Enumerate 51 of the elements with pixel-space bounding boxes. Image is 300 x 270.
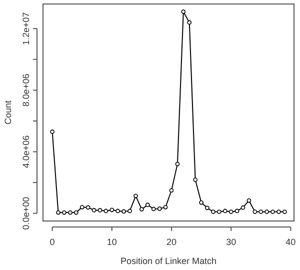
- point: [282, 210, 287, 214]
- point: [80, 204, 84, 210]
- point: [157, 206, 162, 211]
- point: [145, 202, 150, 208]
- point: [187, 20, 192, 25]
- point: [68, 210, 72, 215]
- point: [246, 198, 252, 203]
- point: [74, 210, 78, 215]
- point: [258, 210, 264, 214]
- point: [276, 210, 281, 214]
- x-axis-title: Position of Linker Match: [120, 256, 217, 266]
- point: [222, 208, 228, 214]
- x-tick-label: 30: [226, 236, 236, 247]
- point: [56, 210, 60, 215]
- point: [216, 210, 222, 214]
- x-tick-label: 10: [106, 236, 117, 247]
- point: [264, 210, 270, 214]
- point: [175, 162, 180, 166]
- point: [228, 210, 234, 214]
- point: [163, 204, 168, 210]
- point: [50, 130, 54, 134]
- x-tick-label: 20: [166, 236, 176, 247]
- x-tick-label: 0: [50, 236, 55, 247]
- point: [193, 178, 198, 182]
- y-tick-label: 8.0e+06: [21, 74, 31, 107]
- point: [205, 206, 210, 210]
- point: [134, 194, 138, 198]
- point: [116, 208, 120, 214]
- point: [98, 208, 102, 212]
- point: [252, 210, 258, 214]
- point: [169, 188, 174, 193]
- y-tick-label: 1.2e+07: [21, 12, 31, 46]
- point: [122, 209, 126, 214]
- point: [104, 208, 108, 214]
- y-tick-label: 4.0e+06: [21, 135, 31, 168]
- point: [86, 205, 90, 210]
- point: [181, 10, 186, 14]
- point: [62, 210, 66, 215]
- point: [199, 200, 204, 205]
- y-tick-label: 0.0e+00: [21, 196, 31, 230]
- x-tick-label: 40: [286, 236, 296, 247]
- point: [234, 208, 240, 214]
- point: [211, 210, 216, 214]
- point: [92, 208, 96, 212]
- point: [140, 207, 144, 212]
- point: [151, 206, 156, 212]
- y-axis-title: Count: [3, 100, 13, 125]
- point: [110, 208, 114, 212]
- point: [240, 205, 246, 210]
- point: [128, 208, 132, 214]
- point: [270, 210, 275, 214]
